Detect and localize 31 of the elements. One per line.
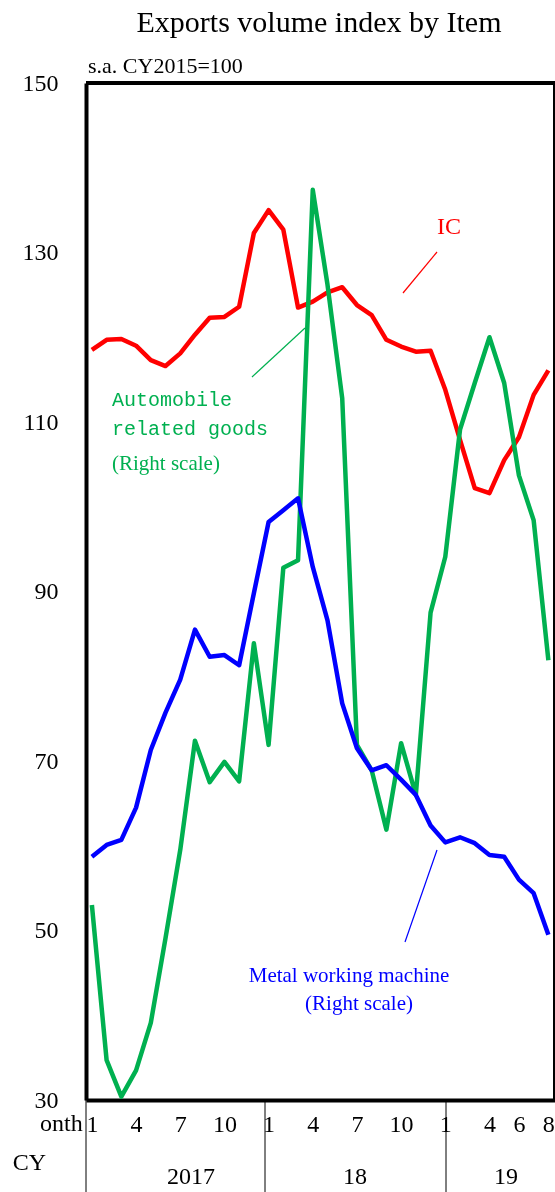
text: Metal working machine — [248, 963, 450, 987]
chart-title: Exports volume index by Item — [136, 5, 502, 38]
y-tick-label: 150 — [22, 69, 59, 96]
y-tick-label: 130 — [22, 239, 59, 265]
y-tick-label: 90 — [34, 578, 59, 604]
x-tick-label: 8 — [542, 1110, 555, 1137]
text: CY — [12, 1149, 46, 1175]
x-tick-label: 10 — [389, 1110, 414, 1137]
y-tick-label: 110 — [23, 408, 59, 435]
text: 19 — [494, 1163, 518, 1189]
x-tick-label: 1 — [263, 1110, 276, 1137]
annotation: (Right scale) — [305, 991, 413, 1015]
y-tick-label: 70 — [34, 747, 59, 774]
text: IC — [437, 213, 461, 239]
x-tick-label: 4 — [483, 1110, 496, 1137]
x-tick-label: 4 — [307, 1110, 320, 1137]
x-tick-label: 1 — [439, 1110, 452, 1137]
y-tick-label: 50 — [34, 917, 59, 943]
x-tick-label: 10 — [212, 1110, 237, 1137]
text: onth — [40, 1110, 83, 1136]
x-tick-label: 1 — [86, 1110, 99, 1137]
text: 18 — [343, 1163, 367, 1189]
series-label: Automobile related goods — [112, 389, 269, 441]
y-tick-label: 30 — [34, 1086, 59, 1113]
x-tick-label: 6 — [513, 1110, 526, 1137]
chart-subtitle: s.a. CY2015=100 — [88, 53, 243, 78]
x-tick-label: 7 — [174, 1110, 187, 1137]
annotation: (Right scale) — [112, 451, 220, 475]
text: 2017 — [167, 1163, 215, 1189]
x-tick-label: 4 — [130, 1110, 143, 1137]
x-tick-label: 7 — [351, 1110, 364, 1137]
